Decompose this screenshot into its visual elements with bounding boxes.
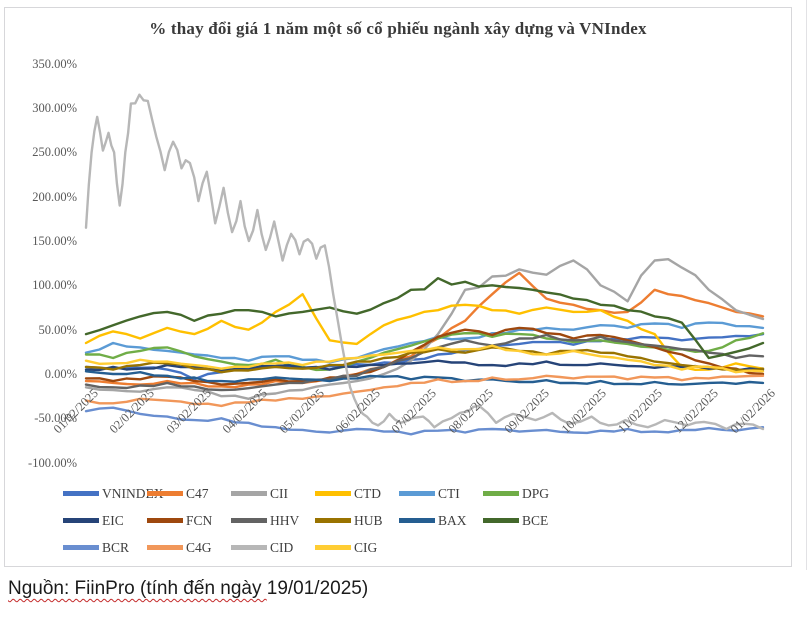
legend-item-VNINDEX: VNINDEX (63, 486, 164, 502)
legend-item-HHV: HHV (231, 513, 315, 529)
legend-label: BCE (522, 512, 549, 528)
page-edge-line (806, 0, 807, 570)
y-tick-label: 300.00% (32, 100, 77, 115)
legend-line-swatch (315, 518, 351, 523)
chart-legend: VNINDEX C47 CII CTD CTI DPG EIC FCN HHV HUB BAX BCE… (63, 480, 623, 561)
legend-label: CTD (354, 485, 381, 501)
legend-item-C47: C47 (147, 486, 231, 502)
series-line-CIG (84, 344, 765, 374)
source-text: Nguồn: FiinPro (tính đến ngày (8, 578, 267, 599)
legend-label: BAX (438, 512, 467, 528)
series-line-CTD (84, 292, 765, 371)
legend-label: C47 (186, 485, 209, 501)
series-line-CID (84, 93, 765, 431)
y-tick-label: 350.00% (32, 56, 77, 71)
legend-label: HUB (354, 512, 383, 528)
series-line-HUB (84, 346, 765, 374)
legend-label: CTI (438, 485, 460, 501)
legend-item-CIG: CIG (315, 540, 399, 556)
y-tick-label: 250.00% (32, 145, 77, 160)
legend-item-FCN: FCN (147, 513, 231, 529)
legend-item-BCR: BCR (63, 540, 147, 556)
y-tick-label: 150.00% (32, 233, 77, 248)
legend-item-HUB: HUB (315, 513, 399, 529)
legend-item-CTI: CTI (399, 486, 483, 502)
legend-row: VNINDEX C47 CII CTD CTI DPG (63, 480, 623, 507)
legend-item-CII: CII (231, 486, 315, 502)
legend-label: BCR (102, 539, 130, 555)
legend-label: CID (270, 539, 294, 555)
y-tick-label: -50.00% (34, 411, 77, 426)
legend-line-swatch (231, 545, 267, 550)
legend-line-swatch (147, 545, 183, 550)
legend-label: EIC (102, 512, 124, 528)
legend-item-DPG: DPG (483, 486, 567, 502)
legend-label: FCN (186, 512, 213, 528)
legend-item-CTD: CTD (315, 486, 399, 502)
legend-label: HHV (270, 512, 300, 528)
legend-line-swatch (399, 518, 435, 523)
legend-label: CII (270, 485, 288, 501)
legend-line-swatch (483, 518, 519, 523)
legend-label: CIG (354, 539, 378, 555)
legend-item-BAX: BAX (399, 513, 483, 529)
y-tick-label: 100.00% (32, 278, 77, 293)
legend-line-swatch (315, 491, 351, 496)
chart-title: % thay đổi giá 1 năm một số cổ phiếu ngà… (149, 19, 647, 38)
legend-item-EIC: EIC (63, 513, 147, 529)
y-tick-label: 0.00% (44, 367, 77, 381)
legend-row: BCR C4G CID CIG (63, 534, 623, 561)
legend-line-swatch (147, 491, 183, 496)
series-line-BCR (84, 406, 765, 436)
legend-row: EIC FCN HHV HUB BAX BCE (63, 507, 623, 534)
legend-label: C4G (186, 539, 212, 555)
legend-line-swatch (315, 545, 351, 550)
series-line-BAX (84, 370, 765, 386)
series-line-C4G (84, 374, 765, 408)
legend-item-CID: CID (231, 540, 315, 556)
legend-line-swatch (63, 491, 99, 496)
legend-label: VNINDEX (102, 485, 164, 501)
y-tick-label: 200.00% (32, 189, 77, 204)
legend-line-swatch (231, 491, 267, 496)
legend-item-C4G: C4G (147, 540, 231, 556)
series-line-BCE (84, 276, 765, 360)
source-note: Nguồn: FiinPro (tính đến ngày 19/01/2025… (8, 578, 368, 600)
chart-canvas (84, 93, 765, 436)
legend-line-swatch (483, 491, 519, 496)
y-tick-label: -100.00% (28, 455, 77, 470)
legend-line-swatch (147, 518, 183, 523)
legend-item-BCE: BCE (483, 513, 567, 529)
legend-line-swatch (231, 518, 267, 523)
source-date: 19/01/2025) (266, 578, 369, 599)
legend-line-swatch (399, 491, 435, 496)
legend-line-swatch (63, 545, 99, 550)
chart-card: % thay đổi giá 1 năm một số cổ phiếu ngà… (4, 7, 792, 567)
y-tick-label: 50.00% (38, 322, 77, 337)
legend-label: DPG (522, 485, 550, 501)
legend-line-swatch (63, 518, 99, 523)
